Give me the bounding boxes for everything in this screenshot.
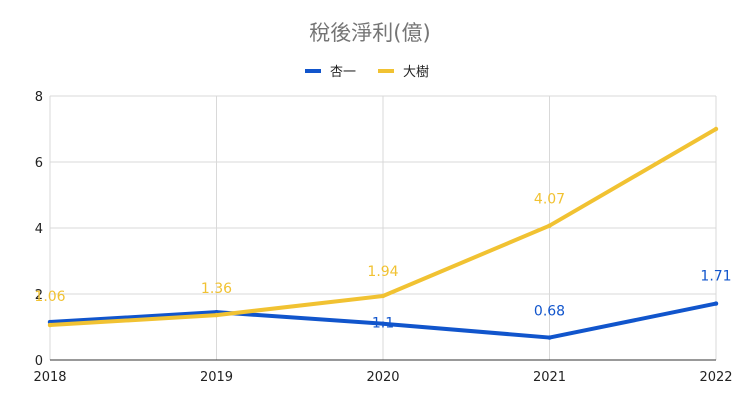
data-label-杏一-2020: 1.1 — [372, 316, 394, 332]
data-label-杏一-2022: 1.71 — [700, 269, 731, 285]
x-tick-label-2020: 2020 — [366, 370, 399, 385]
data-label-大樹-2020: 1.94 — [367, 264, 398, 280]
legend-label-大樹: 大樹 — [403, 65, 429, 80]
x-tick-label-2021: 2021 — [533, 370, 566, 385]
legend-label-杏一: 杏一 — [330, 65, 356, 80]
data-point-大樹-2020 — [380, 293, 386, 299]
x-tick-label-2018: 2018 — [33, 370, 66, 385]
data-label-大樹-2019: 1.36 — [201, 281, 232, 297]
data-point-大樹-2021 — [547, 223, 552, 228]
data-point-杏一-2021 — [547, 335, 552, 340]
legend: 杏一 大樹 — [305, 65, 429, 80]
y-tick-label-2: 2 — [35, 288, 43, 303]
data-point-大樹-2018 — [47, 322, 53, 328]
axes: 2018 2019 2020 2021 2022 0 2 4 6 8 — [33, 90, 732, 385]
data-point-杏一-2022 — [713, 301, 719, 306]
data-label-大樹-2018: 1.06 — [34, 289, 65, 305]
series-lines — [47, 126, 719, 340]
y-tick-label-6: 6 — [35, 156, 43, 171]
y-tick-label-8: 8 — [35, 90, 43, 105]
data-label-大樹-2021: 4.07 — [534, 192, 565, 208]
data-label-杏一-2021: 0.68 — [534, 304, 565, 320]
y-tick-label-0: 0 — [35, 354, 43, 369]
x-tick-label-2019: 2019 — [200, 370, 233, 385]
chart-title: 稅後淨利(億) — [309, 21, 430, 45]
y-tick-label-4: 4 — [35, 222, 43, 237]
data-point-大樹-2019 — [214, 312, 219, 318]
data-point-杏一-2020 — [380, 321, 386, 326]
x-tick-label-2022: 2022 — [699, 370, 732, 385]
data-point-大樹-2022 — [713, 126, 719, 132]
data-labels: 1.1 0.68 1.71 1.06 1.36 1.94 4.07 — [34, 192, 731, 332]
